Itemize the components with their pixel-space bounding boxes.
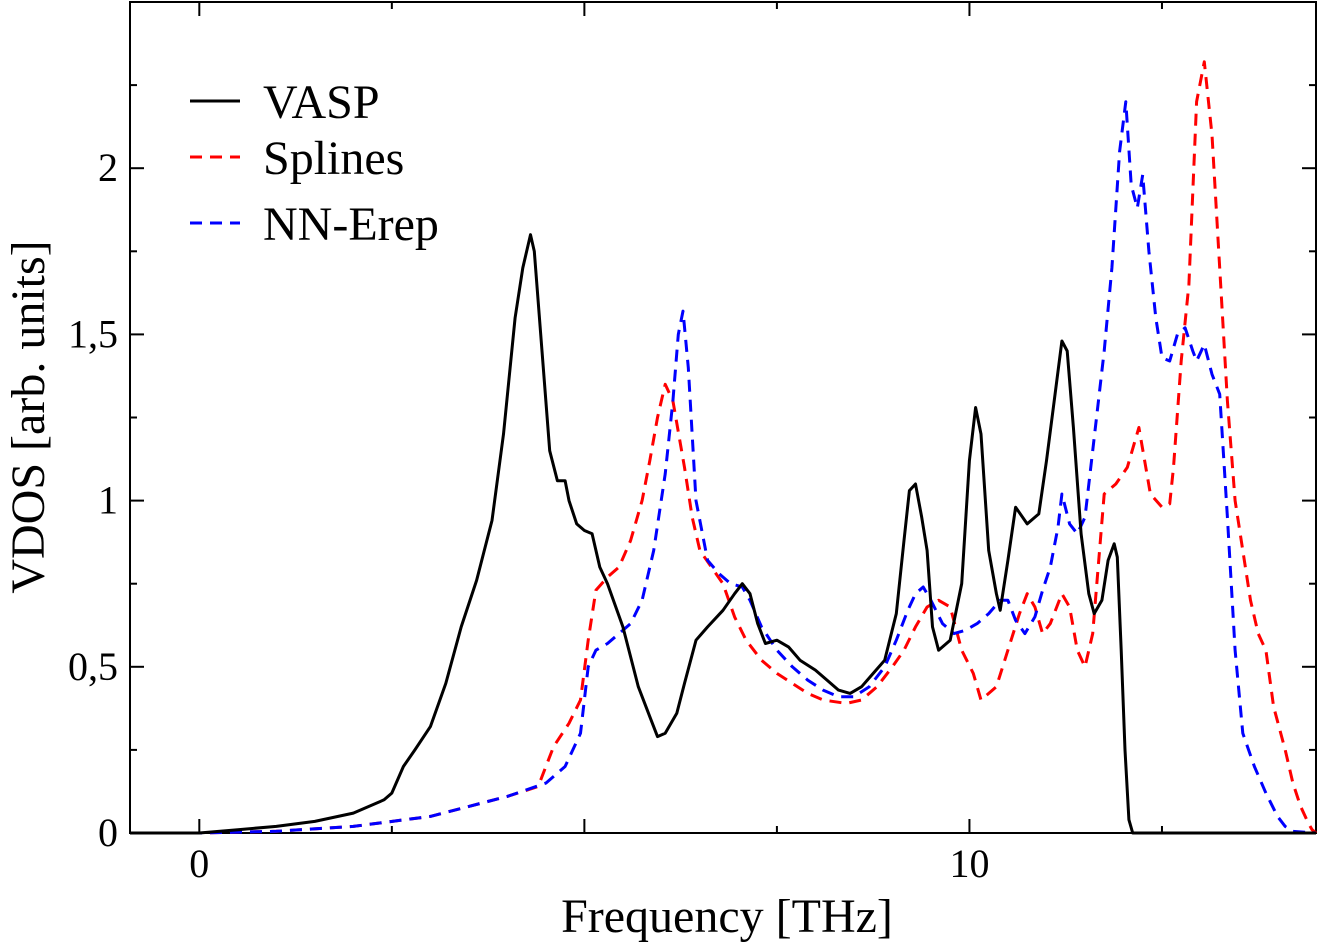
- legend-label-vasp: VASP: [263, 76, 380, 129]
- y-tick-label: 1,5: [68, 311, 118, 356]
- y-tick-label: 2: [98, 145, 118, 190]
- axis-ticks: 0 10 0 0,5 1 1,5 2: [68, 2, 1316, 886]
- x-tick-label: 10: [949, 841, 989, 886]
- y-axis-title: VDOS [arb. units]: [2, 240, 55, 593]
- legend-label-nn-erep: NN-Erep: [263, 198, 439, 251]
- y-tick-label: 0,5: [68, 644, 118, 689]
- series-line-vasp: [130, 233, 1316, 835]
- y-tick-label: 1: [98, 478, 118, 523]
- series-line-nn-erep: [130, 100, 1317, 835]
- legend-label-splines: Splines: [263, 132, 404, 185]
- series-layer: [130, 60, 1317, 835]
- x-axis-title: Frequency [THz]: [561, 890, 893, 943]
- x-tick-label: 0: [189, 841, 209, 886]
- y-tick-label: 0: [98, 810, 118, 855]
- legend: VASP Splines NN-Erep: [190, 76, 439, 251]
